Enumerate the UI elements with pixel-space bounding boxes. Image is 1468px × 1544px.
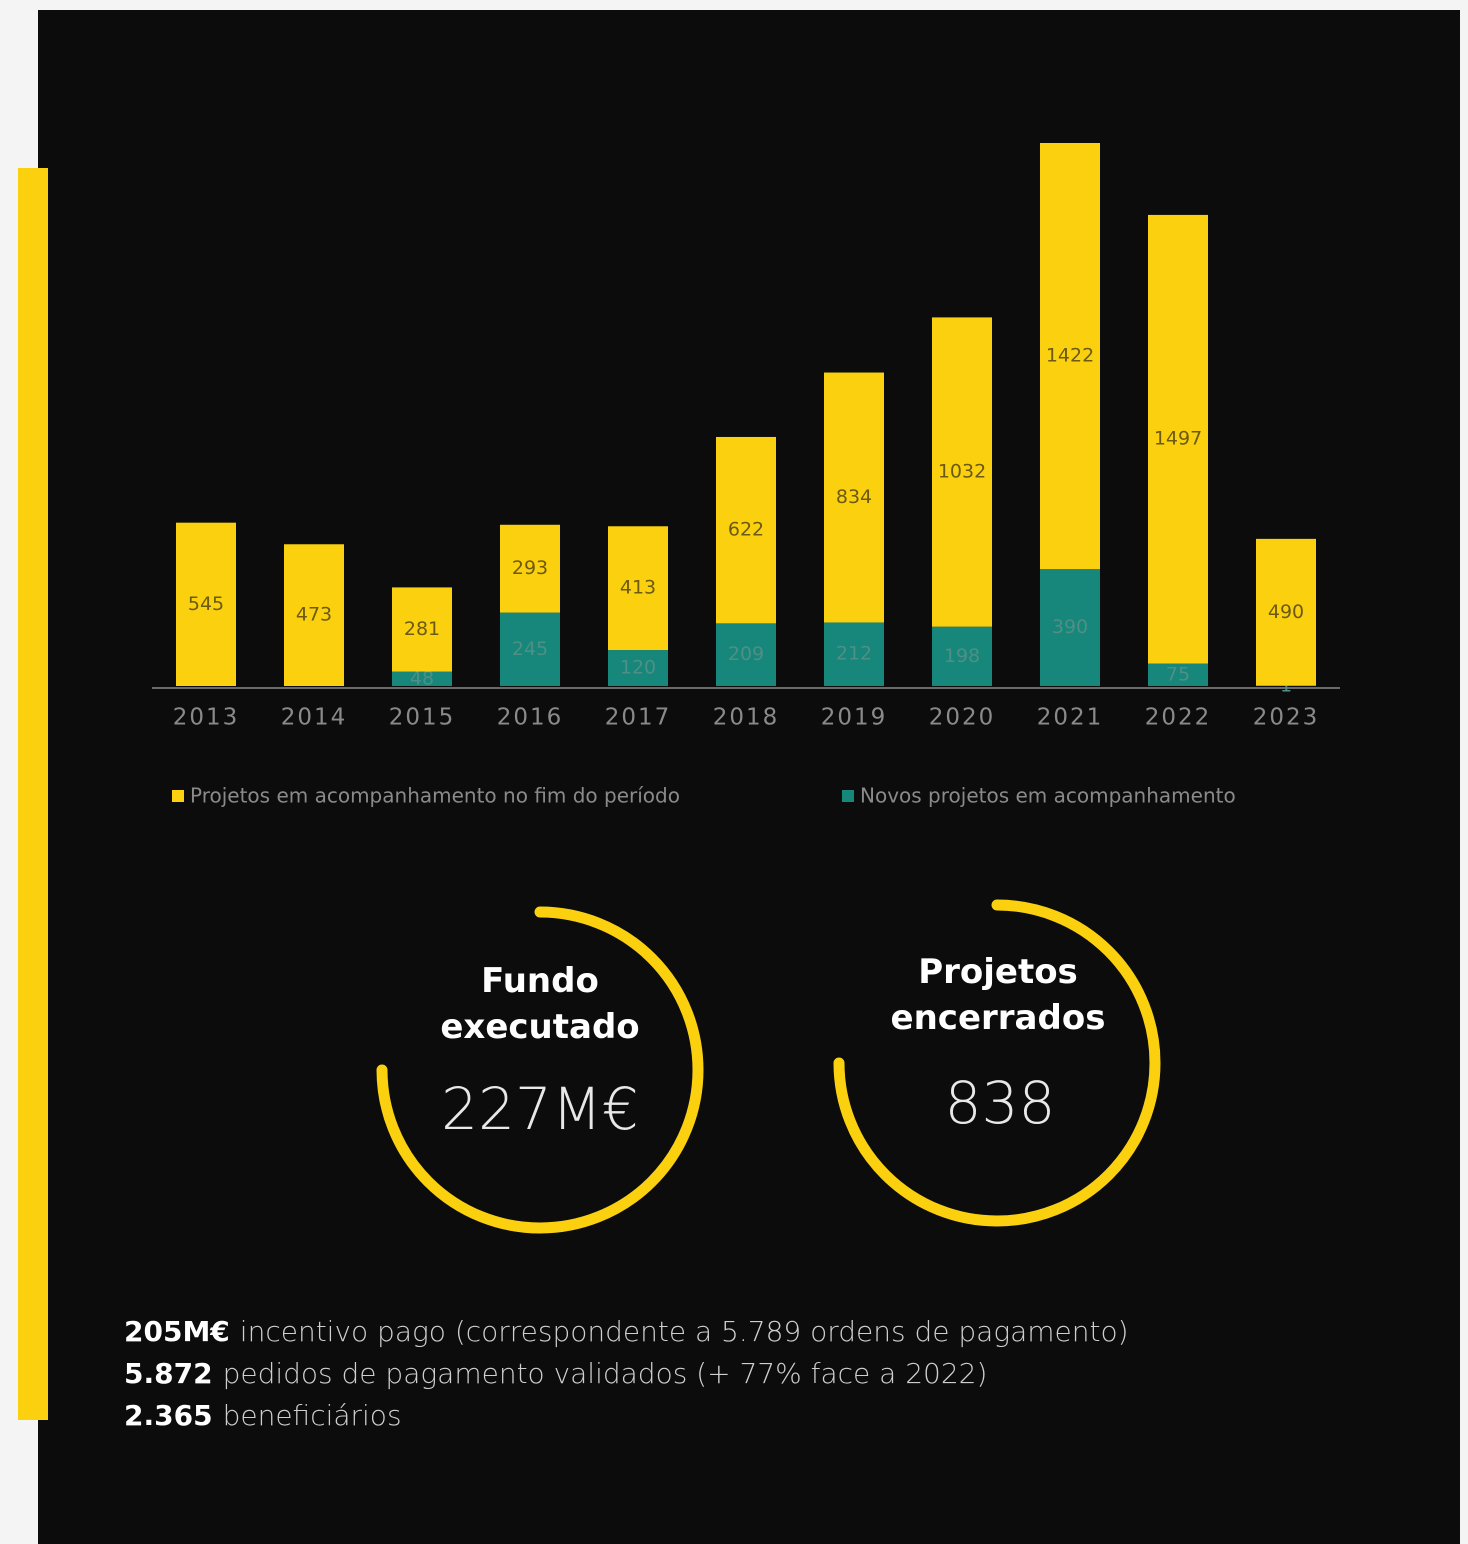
- value-label: 212: [836, 643, 872, 665]
- panel: [38, 10, 1460, 1544]
- bar-segment: [1256, 538, 1316, 686]
- bar-segment: [500, 612, 560, 686]
- bar-segment: [176, 522, 236, 686]
- ring: [376, 906, 704, 1234]
- value-label: 293: [512, 557, 548, 579]
- bar-segment: [500, 524, 560, 613]
- bar-segment: [716, 623, 776, 686]
- bar-segment: [932, 317, 992, 627]
- bar-segment: [608, 526, 668, 651]
- highlight-text: beneficiários: [223, 1399, 402, 1432]
- value-label: 245: [512, 638, 548, 660]
- value-label: 473: [296, 604, 332, 626]
- value-label: 834: [836, 486, 872, 508]
- x-tick-label: 2022: [1145, 705, 1212, 731]
- highlight: 2.365 beneficiários: [124, 1399, 402, 1432]
- bar-segment: [716, 436, 776, 624]
- x-tick-label: 2020: [929, 705, 996, 731]
- value-label: 198: [944, 645, 980, 667]
- highlight-value: 205M€: [124, 1315, 230, 1348]
- ring: [833, 899, 1161, 1227]
- legend-swatch: [842, 790, 854, 802]
- value-label: 75: [1166, 663, 1190, 685]
- highlight-value: 5.872: [124, 1357, 213, 1390]
- value-label: 545: [188, 593, 224, 615]
- x-tick-label: 2014: [281, 705, 348, 731]
- legend-label: Novos projetos em acompanhamento: [860, 784, 1236, 808]
- x-tick-label: 2018: [713, 705, 780, 731]
- value-label: 622: [728, 519, 764, 541]
- value-label: 1422: [1046, 345, 1094, 367]
- bar-segment: [1040, 143, 1100, 570]
- value-label: 1497: [1154, 428, 1202, 450]
- value-label: 120: [620, 657, 656, 679]
- highlight-value: 2.365: [124, 1399, 213, 1432]
- bar-segment: [1148, 214, 1208, 664]
- value-label: 1032: [938, 461, 986, 483]
- highlight: 205M€ incentivo pago (correspondente a 5.…: [124, 1315, 1129, 1348]
- bar-segment: [932, 626, 992, 686]
- x-tick-label: 2021: [1037, 705, 1104, 731]
- value-label: 281: [404, 618, 440, 640]
- bar-segment: [1148, 663, 1208, 686]
- x-tick-label: 2019: [821, 705, 888, 731]
- x-tick-label: 2016: [497, 705, 564, 731]
- highlight: 5.872 pedidos de pagamento validados (+ 7…: [124, 1357, 987, 1390]
- stat-value: 838: [945, 1069, 1056, 1137]
- legend-swatch: [172, 790, 184, 802]
- x-tick-label: 2015: [389, 705, 456, 731]
- bar-segment: [392, 671, 452, 686]
- x-tick-label: 2023: [1253, 705, 1320, 731]
- value-label: 390: [1052, 616, 1088, 638]
- value-label: 209: [728, 643, 764, 665]
- x-tick-label: 2013: [173, 705, 240, 731]
- bar-segment: [608, 650, 668, 686]
- legend-label: Projetos em acompanhamento no fim do per…: [190, 784, 680, 808]
- accent-bar: [18, 168, 48, 1420]
- highlight-text: incentivo pago (correspondente a 5.789 o…: [240, 1315, 1129, 1348]
- value-label: 48: [410, 667, 434, 689]
- bar-segment: [392, 587, 452, 672]
- stat-value: 227M€: [441, 1075, 639, 1143]
- stat-title: Fundo executado: [440, 961, 639, 1047]
- bar-segment: [284, 544, 344, 686]
- bar-segment: [1040, 569, 1100, 686]
- stat-title: Projetos encerrados: [891, 952, 1106, 1038]
- bar-segment: [824, 372, 884, 623]
- highlight-text: pedidos de pagamento validados (+ 77% fa…: [223, 1357, 988, 1390]
- x-tick-label: 2017: [605, 705, 672, 731]
- bar-segment: [824, 622, 884, 686]
- value-label: 413: [620, 577, 656, 599]
- value-label: 490: [1268, 601, 1304, 623]
